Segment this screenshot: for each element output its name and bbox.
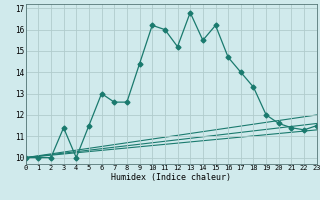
X-axis label: Humidex (Indice chaleur): Humidex (Indice chaleur) [111,173,231,182]
